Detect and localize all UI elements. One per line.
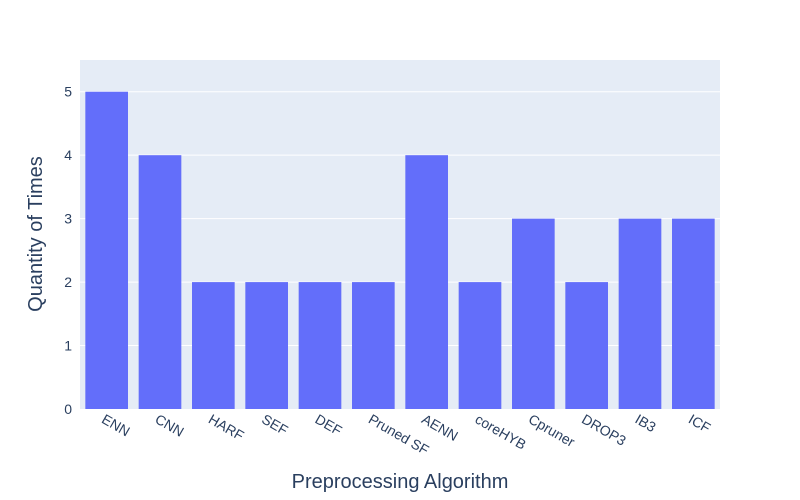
bar-ib3[interactable]	[618, 218, 662, 409]
plot-background	[80, 60, 720, 409]
y-tick-label: 4	[64, 147, 72, 163]
x-tick-label: DEF	[313, 411, 345, 439]
x-tick-label: HARF	[206, 411, 247, 444]
x-tick-label: coreHYB	[473, 411, 530, 453]
grid-lines	[80, 91, 720, 347]
bar-enn[interactable]	[85, 91, 128, 410]
y-tick-label: 3	[64, 211, 72, 227]
x-tick-label: IB3	[633, 411, 659, 435]
bars	[85, 91, 715, 410]
bar-def[interactable]	[298, 282, 342, 409]
bar-cnn[interactable]	[138, 155, 182, 409]
y-axis-title: Quantity of Times	[25, 156, 47, 312]
bar-aenn[interactable]	[405, 155, 448, 409]
bar-cpruner[interactable]	[512, 218, 555, 409]
x-tick-label: ICF	[686, 411, 714, 436]
x-tick-label: Cpruner	[526, 411, 578, 450]
bar-harf[interactable]	[192, 282, 235, 409]
y-tick-label: 0	[64, 401, 72, 417]
x-axis-title: Preprocessing Algorithm	[292, 471, 509, 493]
x-tick-label: ENN	[99, 411, 133, 440]
x-tick-label: DROP3	[579, 411, 629, 449]
bar-pruned-sf[interactable]	[352, 282, 395, 409]
bar-drop3[interactable]	[565, 282, 608, 409]
bar-sef[interactable]	[245, 282, 288, 409]
x-tick-label: SEF	[259, 411, 291, 438]
x-tick-label: CNN	[153, 411, 187, 440]
y-tick-label: 2	[64, 274, 72, 290]
y-tick-labels: 0 1 2 3 4 5	[64, 84, 72, 417]
x-tick-label: AENN	[419, 411, 461, 444]
y-tick-label: 1	[64, 338, 72, 354]
x-tick-label: Pruned SF	[366, 411, 432, 458]
y-tick-label: 5	[64, 84, 72, 100]
bar-icf[interactable]	[672, 218, 715, 409]
bar-corehyb[interactable]	[458, 282, 502, 409]
